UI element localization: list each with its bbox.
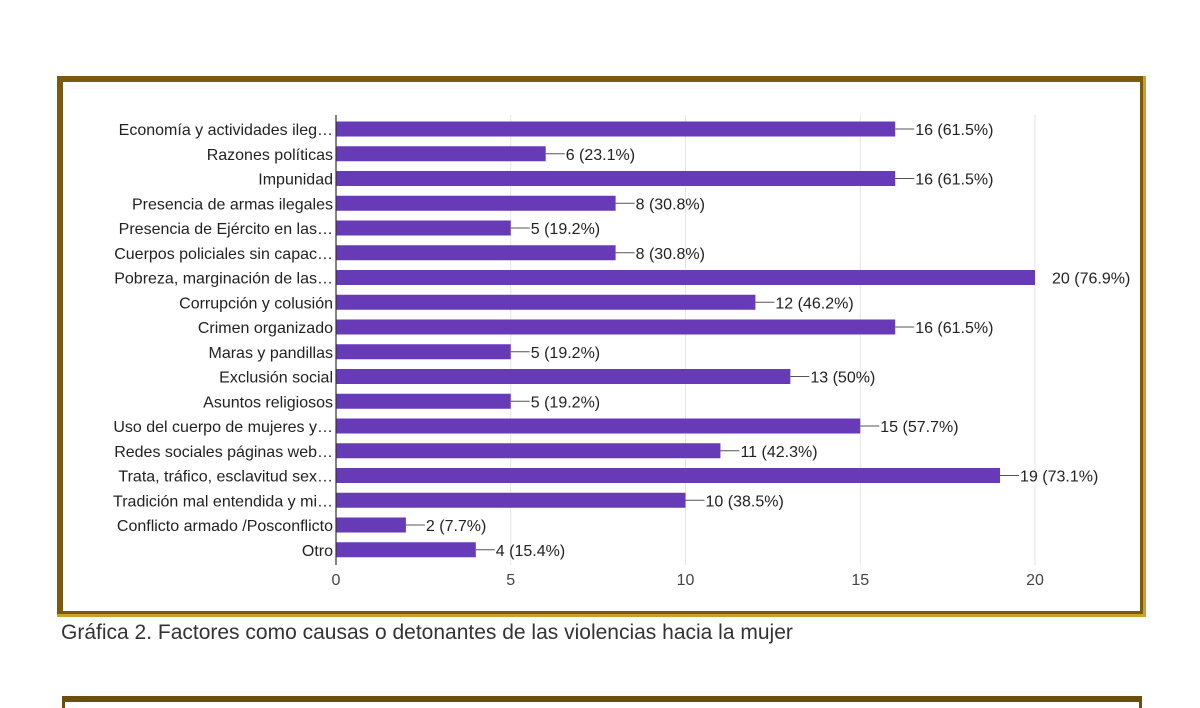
x-tick-label: 5 <box>506 572 515 589</box>
next-figure-frame <box>62 696 1142 708</box>
category-label: Trata, tráfico, esclavitud sex… <box>118 469 333 486</box>
category-label: Conflicto armado /Posconflicto <box>117 518 333 535</box>
bar-chart: Economía y actividades ileg… 16 (61.5%) Ra… <box>113 115 1130 589</box>
figure-caption: Gráfica 2. Factores como causas o detona… <box>61 621 793 644</box>
category-label: Pobreza, marginación de las… <box>114 271 333 288</box>
bar <box>336 245 616 261</box>
bar <box>336 195 616 211</box>
data-label: 16 (61.5%) <box>915 320 993 337</box>
category-label: Tradición mal entendida y mi… <box>113 493 333 510</box>
category-label: Corrupción y colusión <box>179 295 333 312</box>
data-label: 5 (19.2%) <box>531 221 600 238</box>
category-label: Cuerpos policiales sin capac… <box>114 246 333 263</box>
bar <box>336 294 756 310</box>
bar <box>336 517 406 533</box>
data-label: 10 (38.5%) <box>706 493 784 510</box>
data-label: 11 (42.3%) <box>740 444 817 461</box>
bar <box>336 443 721 459</box>
category-label: Razones políticas <box>207 147 333 164</box>
category-label: Economía y actividades ileg… <box>119 122 333 139</box>
bar <box>336 146 546 162</box>
category-label: Crimen organizado <box>198 320 333 337</box>
x-tick-label: 20 <box>1026 572 1044 589</box>
bar <box>336 344 511 360</box>
data-label: 8 (30.8%) <box>636 246 705 263</box>
bar <box>336 393 511 409</box>
category-label: Uso del cuerpo de mujeres y… <box>113 419 333 436</box>
category-label: Presencia de armas ilegales <box>132 196 333 213</box>
x-tick-label: 15 <box>851 572 869 589</box>
category-label: Redes sociales páginas web… <box>114 444 333 461</box>
data-label: 5 (19.2%) <box>531 394 600 411</box>
bar <box>336 418 861 434</box>
bar <box>336 121 896 137</box>
data-label: 15 (57.7%) <box>880 419 958 436</box>
bar <box>336 542 476 558</box>
data-label: 20 (76.9%) <box>1052 271 1130 288</box>
data-label: 8 (30.8%) <box>636 196 705 213</box>
data-label: 2 (7.7%) <box>426 518 486 535</box>
bar <box>336 492 686 508</box>
category-label: Impunidad <box>258 172 333 189</box>
bar <box>336 369 791 384</box>
data-label: 12 (46.2%) <box>775 295 853 312</box>
data-label: 5 (19.2%) <box>531 345 600 362</box>
data-label: 16 (61.5%) <box>915 122 993 139</box>
data-label: 19 (73.1%) <box>1020 469 1098 486</box>
data-label: 16 (61.5%) <box>915 172 993 189</box>
chart-frame: Economía y actividades ileg… 16 (61.5%) Ra… <box>57 76 1146 617</box>
data-label: 6 (23.1%) <box>566 147 635 164</box>
bar <box>336 220 511 236</box>
category-label: Otro <box>302 543 333 560</box>
bar <box>336 468 1001 483</box>
x-tick-label: 10 <box>677 572 695 589</box>
category-label: Asuntos religiosos <box>203 394 333 411</box>
bar <box>336 270 1035 285</box>
category-label: Exclusión social <box>219 370 333 387</box>
bar <box>336 171 896 186</box>
data-label: 4 (15.4%) <box>496 543 565 560</box>
bar <box>336 319 896 335</box>
category-label: Maras y pandillas <box>209 345 334 362</box>
category-label: Presencia de Ejército en las… <box>119 221 333 238</box>
x-tick-label: 0 <box>332 572 341 589</box>
data-label: 13 (50%) <box>810 370 875 387</box>
